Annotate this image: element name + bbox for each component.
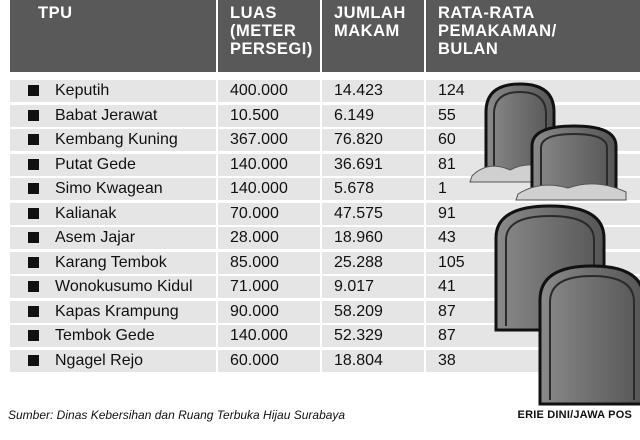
luas-cell: 71.000 [218, 276, 320, 298]
jumlah-makam-cell: 47.575 [322, 202, 424, 225]
tpu-name: Asem Jajar [55, 229, 136, 246]
square-bullet-icon [28, 354, 39, 366]
table-row: Babat Jerawat 10.500 6.149 55 [0, 104, 640, 127]
tpu-name-cell: Asem Jajar [10, 227, 216, 249]
tpu-name: Kalianak [55, 204, 117, 222]
tombstone-icon [538, 264, 640, 406]
tpu-name: Wonokusumo Kidul [55, 278, 193, 295]
luas-cell: 10.500 [218, 104, 320, 127]
luas-cell: 140.000 [218, 153, 320, 176]
jumlah-makam-cell: 5.678 [322, 178, 424, 200]
tpu-name: Kapas Krampung [55, 302, 179, 320]
square-bullet-icon [28, 305, 39, 317]
square-bullet-icon [28, 158, 39, 170]
tpu-name: Putat Gede [55, 155, 136, 173]
credit-line: ERIE DINI/JAWA POS [517, 409, 632, 421]
source-note: Sumber: Dinas Kebersihan dan Ruang Terbu… [8, 408, 346, 422]
jumlah-makam-cell: 52.329 [322, 325, 424, 347]
tpu-name-cell: Ngagel Rejo [10, 349, 216, 372]
jumlah-makam-cell: 9.017 [322, 276, 424, 298]
luas-cell: 367.000 [218, 129, 320, 151]
header-tpu: TPU [10, 0, 216, 72]
table-row: Ngagel Rejo 60.000 18.804 38 [0, 349, 640, 372]
square-bullet-icon [28, 256, 39, 268]
tombstone-icon [515, 124, 627, 201]
tpu-name-cell: Karang Tembok [10, 251, 216, 274]
luas-cell: 90.000 [218, 300, 320, 323]
luas-cell: 28.000 [218, 227, 320, 249]
square-bullet-icon [28, 207, 39, 219]
tpu-name: Kembang Kuning [55, 131, 178, 148]
square-bullet-icon [28, 85, 39, 96]
header-jumlah-makam: JUMLAH MAKAM [322, 0, 424, 72]
jumlah-makam-cell: 25.288 [322, 251, 424, 274]
jumlah-makam-cell: 58.209 [322, 300, 424, 323]
tpu-name-cell: Babat Jerawat [10, 104, 216, 127]
tpu-name-cell: Keputih [10, 80, 216, 102]
square-bullet-icon [28, 109, 39, 121]
luas-cell: 400.000 [218, 80, 320, 102]
luas-cell: 85.000 [218, 251, 320, 274]
tpu-name: Keputih [55, 82, 110, 99]
square-bullet-icon [28, 183, 39, 194]
tpu-name: Tembok Gede [55, 327, 155, 344]
tpu-name: Karang Tembok [55, 253, 167, 271]
tpu-name-cell: Simo Kwagean [10, 178, 216, 200]
tpu-name-cell: Kapas Krampung [10, 300, 216, 323]
header-rata-rata-pemakaman: RATA-RATA PEMAKAMAN/ BULAN [426, 0, 640, 72]
jumlah-makam-cell: 14.423 [322, 80, 424, 102]
jumlah-makam-cell: 6.149 [322, 104, 424, 127]
jumlah-makam-cell: 76.820 [322, 129, 424, 151]
tpu-name: Ngagel Rejo [55, 351, 144, 369]
tpu-name-cell: Kembang Kuning [10, 129, 216, 151]
luas-cell: 70.000 [218, 202, 320, 225]
tpu-name: Babat Jerawat [55, 106, 158, 124]
square-bullet-icon [28, 330, 39, 341]
jumlah-makam-cell: 18.804 [322, 349, 424, 372]
tpu-name-cell: Tembok Gede [10, 325, 216, 347]
luas-cell: 60.000 [218, 349, 320, 372]
jumlah-makam-cell: 18.960 [322, 227, 424, 249]
header-luas: LUAS (METER PERSEGI) [218, 0, 320, 72]
tpu-name-cell: Wonokusumo Kidul [10, 276, 216, 298]
tpu-name-cell: Putat Gede [10, 153, 216, 176]
tpu-name: Simo Kwagean [55, 180, 163, 197]
luas-cell: 140.000 [218, 178, 320, 200]
tpu-name-cell: Kalianak [10, 202, 216, 225]
luas-cell: 140.000 [218, 325, 320, 347]
jumlah-makam-cell: 36.691 [322, 153, 424, 176]
square-bullet-icon [28, 281, 39, 292]
square-bullet-icon [28, 134, 39, 145]
square-bullet-icon [28, 232, 39, 243]
